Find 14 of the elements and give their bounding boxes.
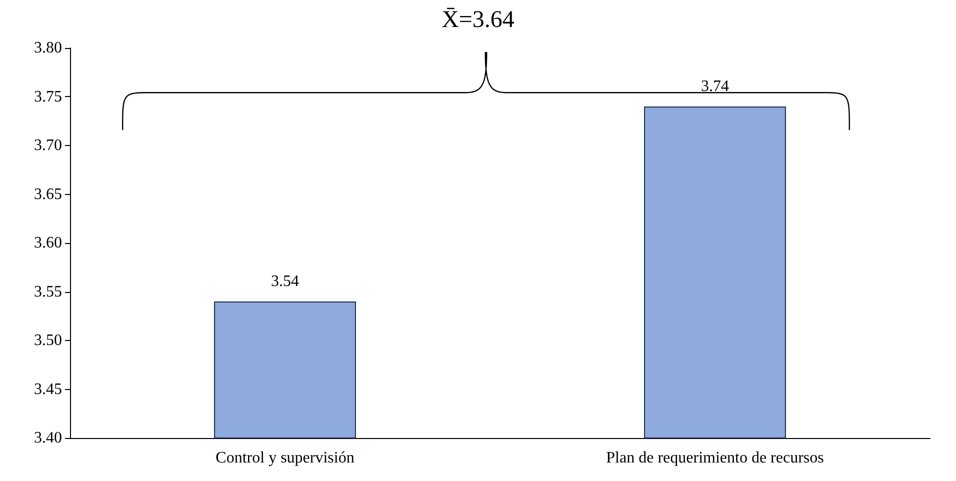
data-label: 3.54 (271, 273, 299, 290)
y-tick-label: 3.55 (34, 283, 62, 300)
y-tick-label: 3.75 (34, 88, 62, 106)
y-tick-label: 3.70 (34, 137, 62, 154)
data-label: 3.74 (701, 78, 729, 95)
x-tick-label: Control y supervisión (216, 450, 354, 466)
text: X̄=3.64 (442, 7, 514, 33)
y-tick-label: 3.40 (34, 430, 62, 446)
y-tick-label: 3.50 (34, 332, 62, 349)
x-tick-label: Plan de requerimiento de recursos (606, 450, 824, 466)
y-tick-label: 3.45 (34, 380, 62, 398)
y-tick-label: 3.60 (34, 234, 62, 252)
y-tick-label: 3.65 (34, 186, 62, 203)
y-tick-label: 3.80 (34, 40, 62, 56)
